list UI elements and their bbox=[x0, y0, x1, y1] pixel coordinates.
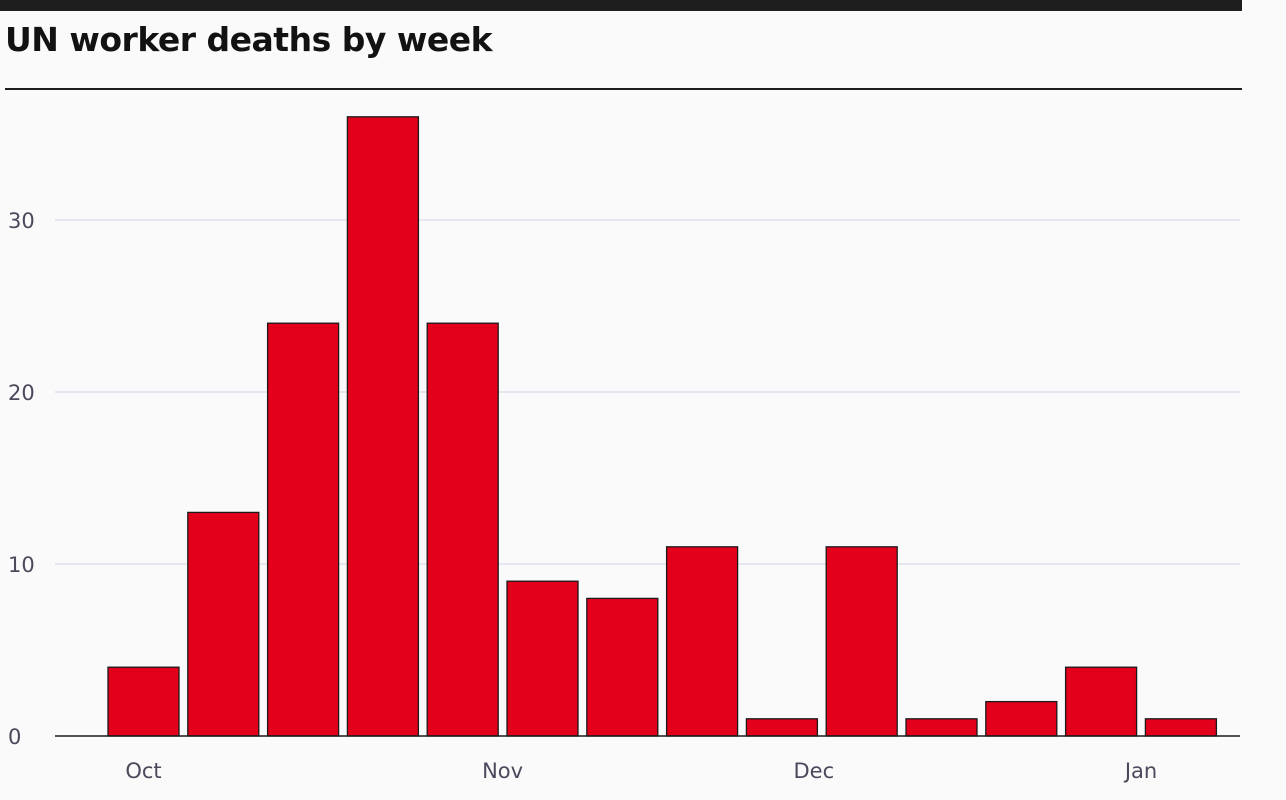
bar bbox=[745, 718, 819, 737]
title-rule bbox=[5, 88, 1242, 90]
bar bbox=[346, 116, 420, 737]
bar bbox=[107, 666, 180, 737]
bar bbox=[266, 322, 340, 737]
y-tick-label: 0 bbox=[8, 725, 21, 749]
bar bbox=[187, 511, 260, 737]
bar bbox=[825, 546, 898, 737]
y-tick-label: 30 bbox=[8, 209, 35, 233]
chart-title: UN worker deaths by week bbox=[5, 20, 493, 59]
x-tick-label: Jan bbox=[1123, 759, 1157, 783]
bar bbox=[426, 322, 499, 737]
bar bbox=[905, 718, 978, 737]
header-bar bbox=[0, 0, 1242, 11]
y-tick-label: 10 bbox=[8, 553, 35, 577]
x-tick-label: Oct bbox=[125, 759, 161, 783]
bar bbox=[1064, 666, 1138, 737]
bar bbox=[665, 546, 739, 737]
x-tick-label: Nov bbox=[482, 759, 523, 783]
y-tick-label: 20 bbox=[8, 381, 35, 405]
x-tick-label: Dec bbox=[793, 759, 834, 783]
bar bbox=[985, 700, 1058, 737]
bar bbox=[1144, 718, 1218, 737]
x-axis-ticks: Oct Nov Dec Jan bbox=[125, 759, 1157, 783]
y-axis-ticks: 0 10 20 30 bbox=[8, 209, 35, 749]
bar bbox=[506, 580, 579, 737]
bar bbox=[586, 597, 659, 737]
bars bbox=[107, 116, 1218, 737]
